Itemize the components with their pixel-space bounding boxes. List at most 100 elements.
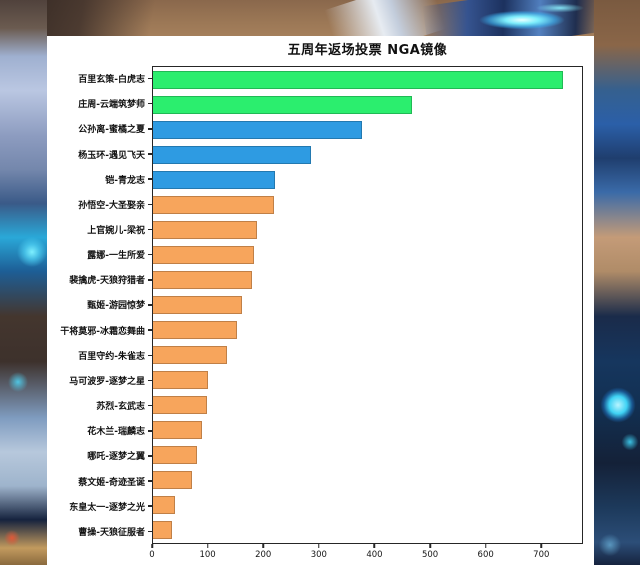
y-tick-mark	[148, 329, 152, 331]
bar-row	[153, 443, 582, 468]
y-tick-mark	[148, 505, 152, 507]
bar-14	[153, 421, 202, 440]
x-tick-label: 600	[477, 550, 494, 560]
y-tick-mark	[148, 304, 152, 306]
x-tick-mark	[373, 544, 376, 548]
y-tick-mark	[148, 354, 152, 357]
y-label-row: 干将莫邪-冰霜恋舞曲	[47, 318, 152, 343]
bar-row	[153, 142, 582, 167]
bar-row	[153, 242, 582, 267]
bar-row	[153, 368, 582, 393]
y-label-row: 苏烈-玄武志	[47, 393, 152, 418]
y-tick-label: 花木兰-瑞麟志	[87, 427, 145, 438]
y-label-row: 百里玄策-白虎志	[47, 66, 152, 91]
y-tick-label: 马可波罗-逐梦之星	[69, 376, 145, 387]
background-art-left-strip	[0, 0, 47, 565]
x-tick-label: 400	[366, 550, 383, 560]
bar-row	[153, 518, 582, 543]
y-tick-mark	[148, 203, 152, 206]
y-tick-mark	[148, 404, 152, 407]
y-tick-label: 百里守约-朱雀志	[78, 351, 145, 362]
bar-row	[153, 167, 582, 192]
bar-4	[153, 170, 275, 189]
y-tick-mark	[148, 253, 152, 256]
bar-row	[153, 493, 582, 518]
plot-area	[152, 66, 583, 544]
y-label-row: 上官婉儿-梁祝	[47, 217, 152, 242]
y-tick-label: 哪吒-逐梦之翼	[87, 452, 145, 463]
y-tick-label: 蔡文姬-奇迹圣诞	[78, 477, 145, 488]
x-tick-label: 200	[255, 550, 272, 560]
bar-3	[153, 145, 312, 164]
y-label-row: 孙悟空-大圣娶亲	[47, 192, 152, 217]
y-label-row: 公孙离-蜜橘之夏	[47, 116, 152, 141]
chart-title: 五周年返场投票 NGA镜像	[287, 43, 448, 58]
y-tick-label: 干将莫邪-冰霜恋舞曲	[60, 326, 145, 337]
y-tick-mark	[148, 128, 152, 130]
bar-row	[153, 393, 582, 418]
y-label-row: 哪吒-逐梦之翼	[47, 443, 152, 468]
bar-16	[153, 471, 192, 490]
y-label-row: 马可波罗-逐梦之星	[47, 368, 152, 393]
y-tick-mark	[148, 279, 152, 281]
bar-9	[153, 295, 243, 314]
y-tick-mark	[148, 480, 152, 482]
y-tick-mark	[148, 379, 152, 382]
y-tick-label: 铠-青龙志	[105, 175, 145, 186]
y-label-row: 花木兰-瑞麟志	[47, 418, 152, 443]
chart-panel: 五周年返场投票 NGA镜像 百里玄策-白虎志 庄周-云端筑梦师 公孙离-蜜橘之夏 杨玉…	[47, 36, 594, 565]
bar-8	[153, 270, 253, 289]
y-tick-label: 百里玄策-白虎志	[78, 75, 145, 86]
y-label-row: 庄周-云端筑梦师	[47, 91, 152, 116]
bar-2	[153, 120, 362, 139]
y-tick-label: 公孙离-蜜橘之夏	[78, 125, 145, 136]
x-tick-mark	[318, 544, 320, 548]
bar-15	[153, 446, 197, 465]
x-tick-label: 700	[533, 550, 550, 560]
x-tick-mark	[206, 544, 209, 548]
y-tick-label: 苏烈-玄武志	[96, 402, 145, 413]
bar-5	[153, 195, 274, 214]
y-tick-label: 庄周-云端筑梦师	[78, 100, 145, 111]
y-tick-mark	[148, 153, 152, 155]
x-tick-mark	[540, 544, 543, 548]
y-tick-mark	[148, 530, 152, 533]
y-tick-label: 杨玉环-遇见飞天	[78, 150, 145, 161]
y-tick-label: 东皇太一-逐梦之光	[69, 502, 145, 513]
y-tick-label: 甄姬-游园惊梦	[87, 301, 145, 312]
y-label-row: 百里守约-朱雀志	[47, 343, 152, 368]
bar-0	[153, 70, 563, 89]
y-label-row: 甄姬-游园惊梦	[47, 292, 152, 317]
bar-row	[153, 217, 582, 242]
bar-row	[153, 292, 582, 317]
x-tick-mark	[484, 544, 487, 548]
bar-7	[153, 245, 254, 264]
bar-13	[153, 396, 207, 415]
y-tick-label: 曹操-天狼征服者	[78, 527, 145, 538]
y-tick-label: 裴擒虎-天狼狩猎者	[69, 276, 145, 287]
background-art-right-strip	[594, 0, 640, 565]
y-tick-mark	[148, 178, 152, 180]
y-tick-mark	[148, 430, 152, 432]
x-tick-label: 100	[199, 550, 216, 560]
x-tick-label: 0	[149, 550, 155, 560]
bar-11	[153, 346, 227, 365]
bar-18	[153, 521, 173, 540]
y-label-row: 杨玉环-遇见飞天	[47, 141, 152, 166]
bar-row	[153, 117, 582, 142]
y-tick-label: 露娜-一生所爱	[87, 251, 145, 262]
y-tick-mark	[148, 455, 152, 457]
y-label-row: 蔡文姬-奇迹圣诞	[47, 469, 152, 494]
x-tick-label: 300	[310, 550, 327, 560]
x-tick-label: 500	[421, 550, 439, 560]
background-art-cyan-flare	[462, 0, 597, 40]
bar-1	[153, 95, 413, 114]
bar-row	[153, 418, 582, 443]
bar-17	[153, 496, 175, 515]
y-label-row: 曹操-天狼征服者	[47, 519, 152, 544]
bar-row	[153, 317, 582, 342]
y-label-row: 裴擒虎-天狼狩猎者	[47, 267, 152, 292]
bar-row	[153, 267, 582, 292]
y-axis-labels: 百里玄策-白虎志 庄周-云端筑梦师 公孙离-蜜橘之夏 杨玉环-遇见飞天铠-青龙志孙悟空…	[47, 66, 152, 544]
